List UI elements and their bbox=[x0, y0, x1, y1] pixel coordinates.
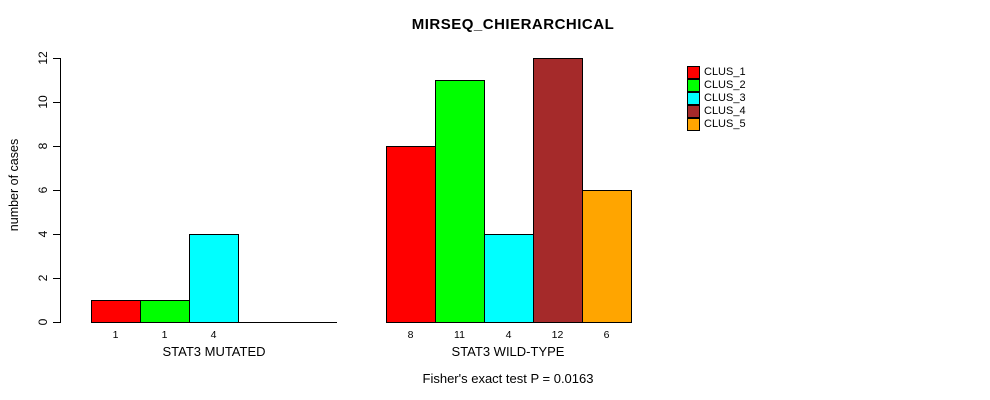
y-axis-tick bbox=[53, 234, 60, 235]
annotation-fishers-test: Fisher's exact test P = 0.0163 bbox=[422, 371, 594, 386]
legend-swatch bbox=[687, 79, 700, 92]
group-label-stat3-mutated: STAT3 MUTATED bbox=[162, 344, 266, 359]
y-tick-label: 2 bbox=[36, 274, 50, 282]
y-axis-title: number of cases bbox=[7, 138, 21, 232]
bar-value-label: 1 bbox=[112, 329, 119, 341]
y-tick-label: 0 bbox=[36, 318, 50, 326]
group-label-stat3-wild-type: STAT3 WILD-TYPE bbox=[451, 344, 565, 359]
y-axis-tick bbox=[53, 146, 60, 147]
y-tick-label: 12 bbox=[36, 51, 50, 65]
legend-item: CLUS_4 bbox=[687, 105, 746, 118]
y-axis-tick bbox=[53, 322, 60, 323]
chart-title: MIRSEQ_CHIERARCHICAL bbox=[411, 16, 615, 33]
bar-clus_5 bbox=[582, 190, 632, 323]
bar-clus_1 bbox=[91, 300, 141, 323]
bar-value-label: 4 bbox=[210, 329, 217, 341]
legend-swatch bbox=[687, 105, 700, 118]
legend-swatch bbox=[687, 66, 700, 79]
y-tick-label: 10 bbox=[36, 95, 50, 109]
y-tick-label: 8 bbox=[36, 142, 50, 150]
bar-value-label: 6 bbox=[603, 329, 610, 341]
bar-value-label: 12 bbox=[551, 329, 564, 341]
y-axis-tick bbox=[53, 190, 60, 191]
legend-swatch bbox=[687, 118, 700, 131]
y-tick-label: 4 bbox=[36, 230, 50, 238]
legend-label: CLUS_5 bbox=[704, 118, 746, 130]
bar-clus_3 bbox=[484, 234, 534, 323]
y-axis-tick bbox=[53, 58, 60, 59]
bar-value-label: 11 bbox=[454, 329, 465, 341]
legend: CLUS_1 CLUS_2 CLUS_3 CLUS_4 CLUS_5 bbox=[687, 66, 746, 131]
bar-clus_3 bbox=[189, 234, 239, 323]
bar-clus_2 bbox=[435, 80, 485, 323]
legend-swatch bbox=[687, 92, 700, 105]
bar-value-label: 1 bbox=[161, 329, 168, 341]
bar-clus_1 bbox=[386, 146, 436, 323]
legend-item: CLUS_2 bbox=[687, 79, 746, 92]
bar-value-label: 8 bbox=[407, 329, 414, 341]
y-axis-line bbox=[60, 58, 61, 323]
legend-item: CLUS_3 bbox=[687, 92, 746, 105]
legend-item: CLUS_1 bbox=[687, 66, 746, 79]
y-axis-tick bbox=[53, 102, 60, 103]
y-axis-tick bbox=[53, 278, 60, 279]
legend-label: CLUS_3 bbox=[704, 92, 746, 104]
bar-value-label: 4 bbox=[505, 329, 512, 341]
bar-clus_2 bbox=[140, 300, 190, 323]
bar-clus_4 bbox=[533, 58, 583, 323]
legend-label: CLUS_4 bbox=[704, 105, 746, 117]
legend-item: CLUS_5 bbox=[687, 118, 746, 131]
legend-label: CLUS_2 bbox=[704, 79, 746, 91]
y-tick-label: 6 bbox=[36, 186, 50, 194]
legend-label: CLUS_1 bbox=[704, 66, 746, 78]
